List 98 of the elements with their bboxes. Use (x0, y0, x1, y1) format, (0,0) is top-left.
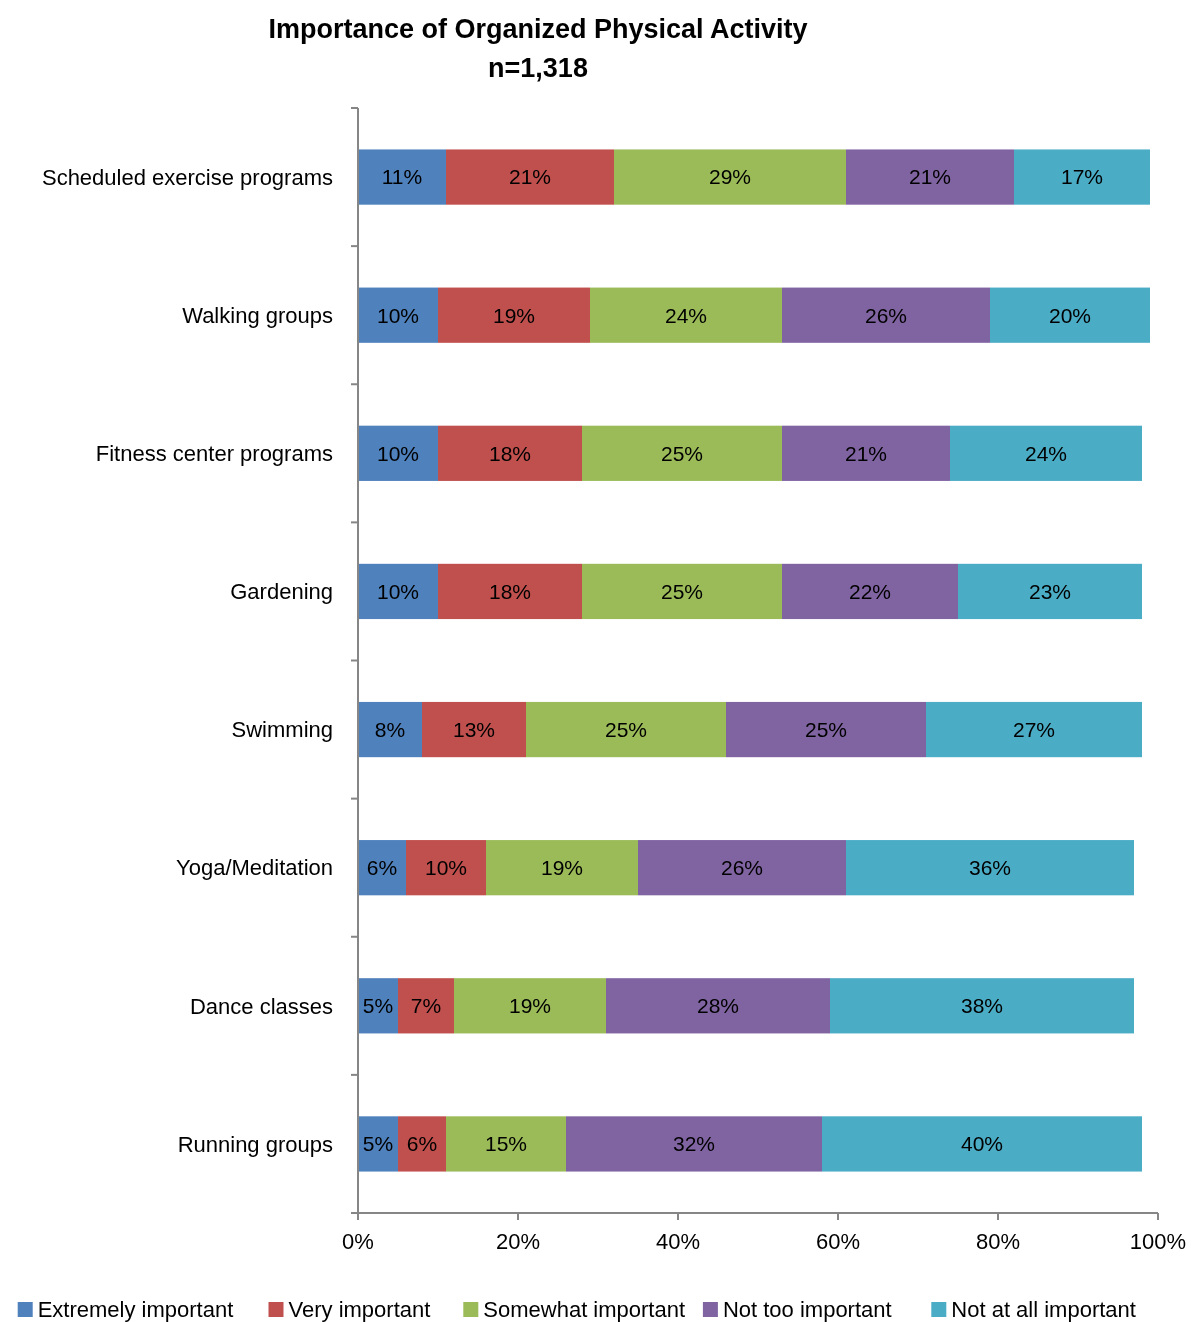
bar (846, 840, 1134, 896)
data-label: 29% (708, 165, 752, 189)
bar (438, 563, 582, 620)
bar (398, 1116, 446, 1172)
y-tick-label: Running groups (177, 1131, 333, 1157)
bar (438, 287, 590, 343)
bar (582, 425, 782, 481)
data-label: 6% (366, 856, 398, 880)
bar (830, 978, 1134, 1034)
data-label: 38% (960, 994, 1004, 1018)
y-tick-label: Gardening (230, 579, 333, 605)
bar (406, 840, 486, 896)
data-label: 19% (508, 994, 552, 1018)
bar (526, 701, 726, 758)
data-label: 36% (968, 856, 1012, 880)
data-label: 23% (1028, 579, 1072, 603)
bar (606, 978, 830, 1034)
data-label: 27% (1012, 717, 1056, 741)
bar (782, 425, 950, 481)
bar (990, 287, 1150, 343)
data-label: 11% (381, 165, 423, 189)
data-label: 32% (672, 1132, 716, 1156)
data-label: 19% (492, 303, 536, 327)
data-label: 25% (804, 717, 848, 741)
data-label: 21% (908, 165, 952, 189)
x-tick-label: 100% (1129, 1229, 1187, 1254)
bar (1014, 149, 1150, 205)
data-label: 19% (540, 856, 584, 880)
x-tick-label: 40% (655, 1229, 701, 1254)
data-label: 17% (1060, 165, 1104, 189)
bar (358, 701, 422, 758)
data-label: 5% (362, 994, 394, 1018)
x-tick-label: 0% (342, 1229, 374, 1254)
data-label: 26% (864, 303, 908, 327)
bar (726, 701, 926, 758)
data-label: 22% (848, 579, 892, 603)
y-tick-label: Swimming (231, 717, 333, 743)
data-label: 15% (484, 1132, 528, 1156)
bar (358, 563, 438, 620)
legend-label: Not at all important (951, 1297, 1136, 1322)
data-label: 28% (696, 994, 740, 1018)
bar (822, 1116, 1142, 1172)
y-tick-label: Dance classes (189, 993, 333, 1019)
data-label: 40% (960, 1132, 1004, 1156)
bar (958, 563, 1142, 620)
bar (438, 425, 582, 481)
data-label: 13% (452, 717, 496, 741)
data-label: 18% (488, 579, 532, 603)
data-label: 24% (1024, 441, 1068, 465)
data-label: 7% (410, 994, 442, 1018)
data-label: 10% (424, 856, 468, 880)
bar (454, 978, 606, 1034)
chart-subtitle: n=1,318 (488, 53, 588, 83)
bar (398, 978, 454, 1034)
bar (614, 149, 846, 205)
data-label: 26% (720, 856, 764, 880)
y-tick-label: Yoga/Meditation (176, 855, 333, 881)
x-tick-label: 60% (815, 1229, 861, 1254)
y-tick-label: Walking groups (182, 302, 333, 328)
legend-label: Not too important (722, 1297, 892, 1322)
bar (422, 701, 526, 758)
bar (358, 287, 438, 343)
data-label: 10% (376, 303, 420, 327)
bar (782, 563, 958, 620)
bar (638, 840, 846, 896)
data-label: 21% (844, 441, 888, 465)
bar (782, 287, 990, 343)
x-tick-label: 20% (495, 1229, 541, 1254)
data-label: 18% (488, 441, 532, 465)
bar (590, 287, 782, 343)
x-tick-label: 80% (975, 1229, 1021, 1254)
bar (446, 149, 614, 205)
legend-label: Very important (288, 1297, 431, 1322)
data-label: 21% (508, 165, 552, 189)
data-label: 25% (660, 579, 704, 603)
data-label: 10% (376, 441, 420, 465)
data-label: 8% (374, 717, 406, 741)
data-label: 6% (406, 1132, 438, 1156)
bar (582, 563, 782, 620)
data-label: 25% (660, 441, 704, 465)
bar (926, 701, 1142, 758)
legend-label: Somewhat important (483, 1297, 686, 1322)
data-label: 20% (1048, 303, 1092, 327)
bar (486, 840, 638, 896)
bar (446, 1116, 566, 1172)
bar (358, 425, 438, 481)
legend-label: Extremely important (37, 1297, 234, 1322)
bar (358, 149, 446, 205)
bar (566, 1116, 822, 1172)
chart-title: Importance of Organized Physical Activity (268, 14, 808, 44)
data-label: 24% (664, 303, 708, 327)
bar (950, 425, 1142, 481)
y-tick-label: Fitness center programs (95, 441, 333, 467)
bar (846, 149, 1014, 205)
data-label: 5% (362, 1132, 394, 1156)
data-label: 10% (376, 579, 420, 603)
data-label: 25% (604, 717, 648, 741)
y-tick-label: Scheduled exercise programs (41, 164, 333, 190)
